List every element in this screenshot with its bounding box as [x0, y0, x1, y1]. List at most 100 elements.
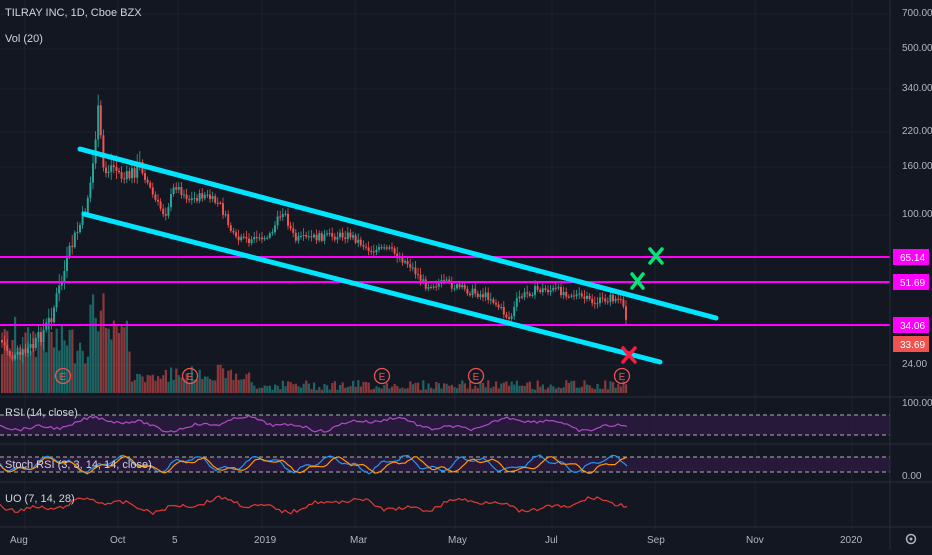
price-axis[interactable]: 700.00 500.00 340.00 220.00 160.00 100.0… — [889, 0, 932, 550]
volume-bar — [305, 380, 308, 393]
volume-bar — [112, 320, 115, 393]
earnings-marker[interactable]: E — [54, 367, 72, 385]
candle-body — [162, 208, 165, 215]
uo-pane[interactable] — [0, 495, 628, 516]
earnings-marker[interactable]: E — [181, 367, 199, 385]
candle-body — [237, 236, 240, 241]
candle-body — [435, 286, 438, 288]
volume-bar — [586, 384, 589, 393]
volume-bar — [578, 387, 581, 393]
candle-body — [222, 203, 224, 215]
price-label-badge: 65.14 — [893, 249, 929, 265]
volume-bar — [162, 375, 165, 393]
candle-body — [11, 355, 14, 360]
volume-bar — [310, 389, 313, 393]
earnings-label: E — [473, 372, 480, 383]
descending-channel[interactable] — [77, 146, 719, 365]
horizontal-levels[interactable] — [0, 256, 890, 326]
candle-body — [424, 279, 427, 289]
volume-bar — [333, 381, 336, 393]
rsi-pane[interactable] — [0, 414, 890, 436]
candle-body — [53, 307, 55, 323]
volume-bar — [391, 386, 394, 393]
candle-body — [216, 202, 219, 204]
candle-body — [229, 225, 232, 231]
uo-legend[interactable]: UO (7, 14, 28) — [5, 493, 75, 505]
volume-bar — [138, 374, 141, 393]
volume-bar — [435, 381, 438, 393]
candle-body — [341, 232, 344, 238]
candle-body — [279, 216, 282, 218]
earnings-marker[interactable]: E — [613, 367, 631, 385]
volume-bar — [609, 381, 612, 393]
volume-bar — [89, 304, 92, 393]
volume-bar — [531, 388, 534, 393]
candle-body — [487, 292, 490, 300]
uo-line — [0, 495, 628, 516]
channel-lower-line[interactable] — [81, 211, 663, 365]
volume-bar — [40, 340, 43, 393]
candle-body — [518, 296, 521, 299]
candle-body — [240, 236, 243, 241]
volume-bar — [32, 331, 35, 393]
volume-bar — [482, 383, 485, 393]
time-tick: 2020 — [840, 535, 863, 546]
volume-bar — [430, 387, 433, 393]
volume-bar — [203, 376, 206, 393]
time-axis[interactable]: Aug Oct 5 2019 Mar May Jul Sep Nov 2020 — [10, 533, 917, 547]
volume-bar — [513, 384, 516, 393]
candle-body — [172, 187, 175, 195]
rsi-legend[interactable]: RSI (14, close) — [5, 407, 78, 419]
candle-body — [565, 291, 568, 297]
candle-body — [274, 225, 276, 233]
candle-body — [110, 165, 113, 172]
candle-body — [547, 289, 549, 293]
candle-body — [60, 282, 63, 286]
volume-bar — [284, 386, 287, 393]
candle-body — [276, 216, 279, 226]
price-tick: 24.00 — [902, 359, 927, 370]
candle-body — [211, 196, 214, 200]
candle-body — [310, 236, 313, 238]
volume-bar — [432, 388, 435, 393]
volume-bar — [580, 386, 583, 393]
volume-bar — [73, 363, 76, 393]
volume-legend[interactable]: Vol (20) — [5, 33, 43, 45]
volume-bar — [133, 379, 136, 393]
candle-body — [266, 237, 269, 239]
candle-body — [461, 285, 464, 288]
candle-body — [383, 247, 386, 249]
candle-body — [593, 303, 596, 305]
symbol-legend[interactable]: TILRAY INC, 1D, Cboe BZX — [5, 7, 142, 19]
volume-bar — [214, 380, 217, 393]
volume-bar — [424, 389, 427, 393]
volume-bar — [281, 380, 284, 393]
earnings-circle — [181, 367, 199, 385]
volume-bar — [604, 380, 607, 393]
candle-body — [492, 299, 495, 303]
candle-body — [385, 247, 388, 249]
volume-bar — [562, 387, 565, 393]
candle-body — [219, 202, 222, 204]
candle-body — [375, 249, 378, 253]
candle-body — [474, 288, 477, 294]
candle-body — [76, 232, 79, 234]
stoch-legend[interactable]: Stoch RSI (3, 3, 14, 14, close) — [5, 459, 152, 471]
candle-body — [557, 287, 560, 289]
earnings-circle — [467, 367, 485, 385]
channel-upper-line[interactable] — [77, 146, 719, 321]
volume-bar — [380, 388, 383, 393]
volume-bar — [287, 381, 290, 393]
gear-icon[interactable] — [905, 533, 917, 545]
candle-body — [29, 344, 32, 348]
earnings-marker[interactable]: E — [467, 367, 485, 385]
candle-body — [271, 232, 274, 234]
earnings-marker[interactable]: E — [373, 367, 391, 385]
volume-bar — [3, 329, 6, 393]
stoch-rsi-pane[interactable] — [0, 454, 890, 475]
candle-body — [489, 299, 492, 301]
trade-markers — [621, 247, 664, 364]
